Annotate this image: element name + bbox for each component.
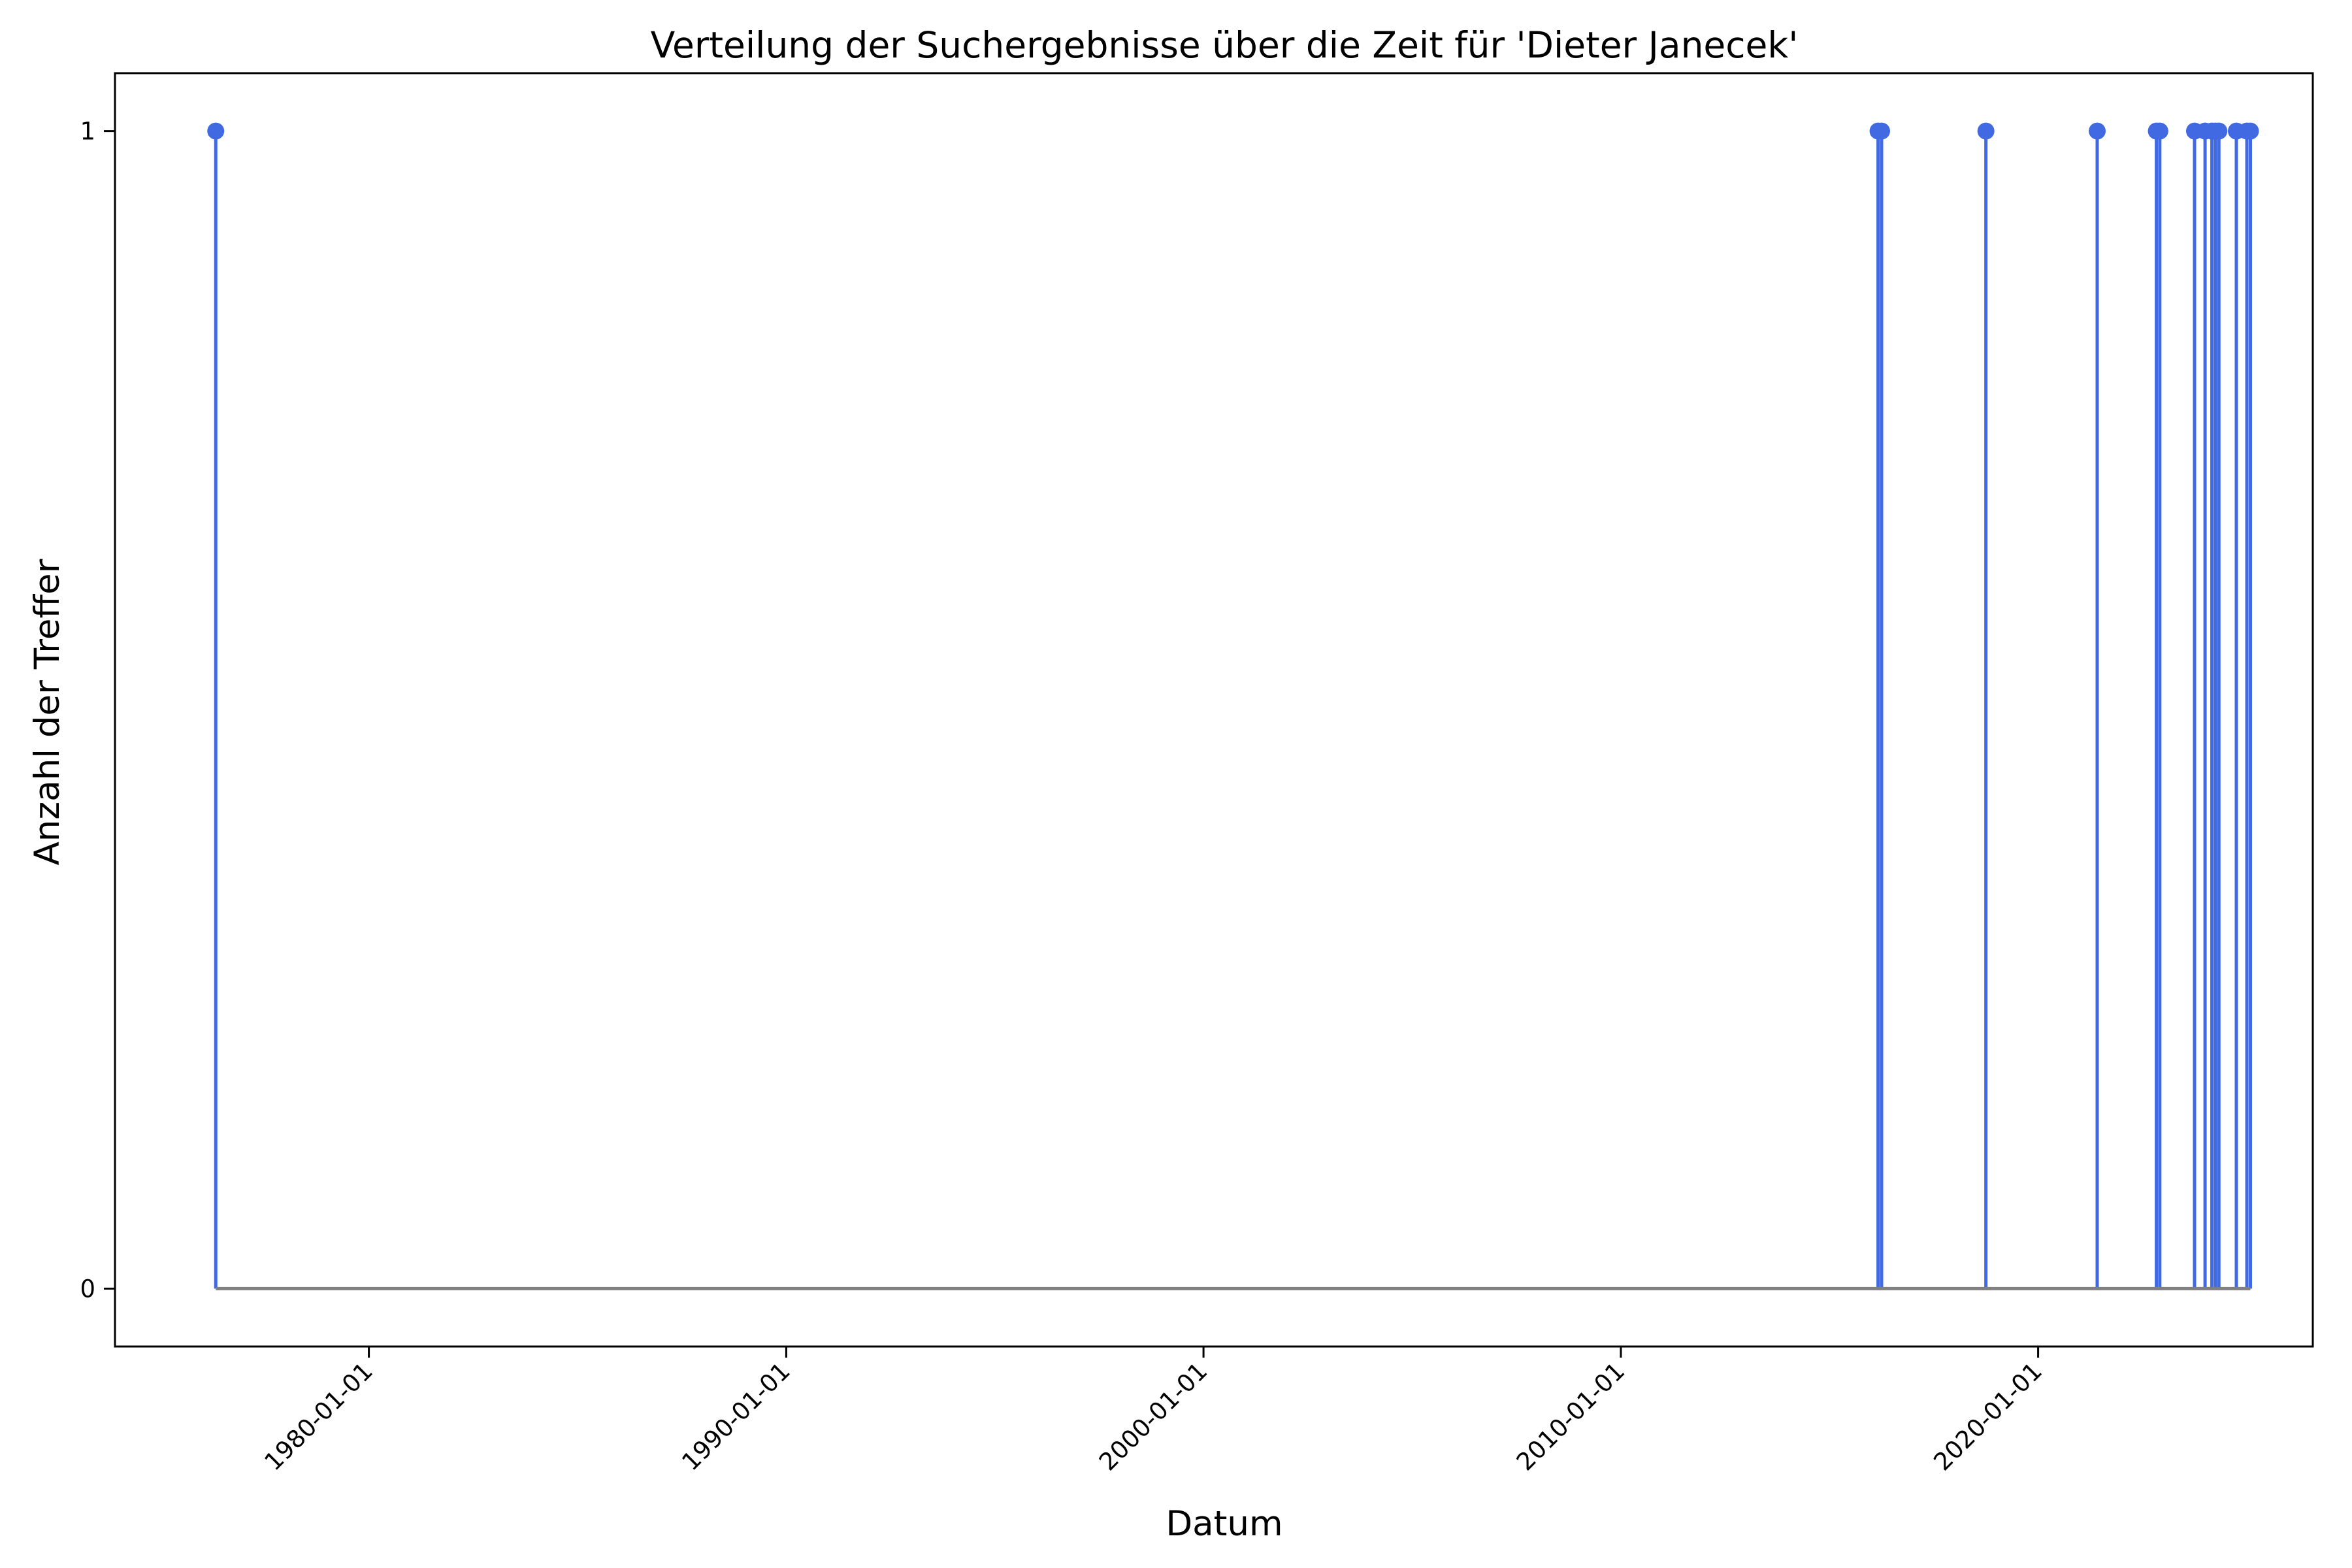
chart-marks (207, 122, 2259, 1290)
x-tick-label: 2010-01-01 (1511, 1357, 1630, 1476)
chart-title: Verteilung der Suchergebnisse über die Z… (651, 24, 1799, 66)
x-axis-label: Datum (1166, 1504, 1282, 1544)
stem-marker (207, 122, 225, 140)
stem-marker (1873, 122, 1891, 140)
stem-marker (2242, 122, 2259, 140)
y-tick-label: 0 (80, 1275, 95, 1303)
stem-marker (2089, 122, 2106, 140)
x-tick-label: 1990-01-01 (676, 1357, 795, 1476)
x-tick-label: 2020-01-01 (1928, 1357, 2047, 1476)
plot-frame (114, 72, 2314, 1348)
stem-marker (1977, 122, 1995, 140)
y-axis-label: Anzahl der Treffer (27, 559, 67, 865)
stem-marker (2210, 122, 2228, 140)
y-tick-label: 1 (80, 118, 95, 146)
stem-marker (2151, 122, 2168, 140)
axis-ticks: 1980-01-01 1990-01-01 2000-01-01 2010-01-01… (80, 118, 2047, 1477)
x-tick-label: 2000-01-01 (1094, 1357, 1213, 1476)
x-tick-label: 1980-01-01 (259, 1357, 378, 1476)
